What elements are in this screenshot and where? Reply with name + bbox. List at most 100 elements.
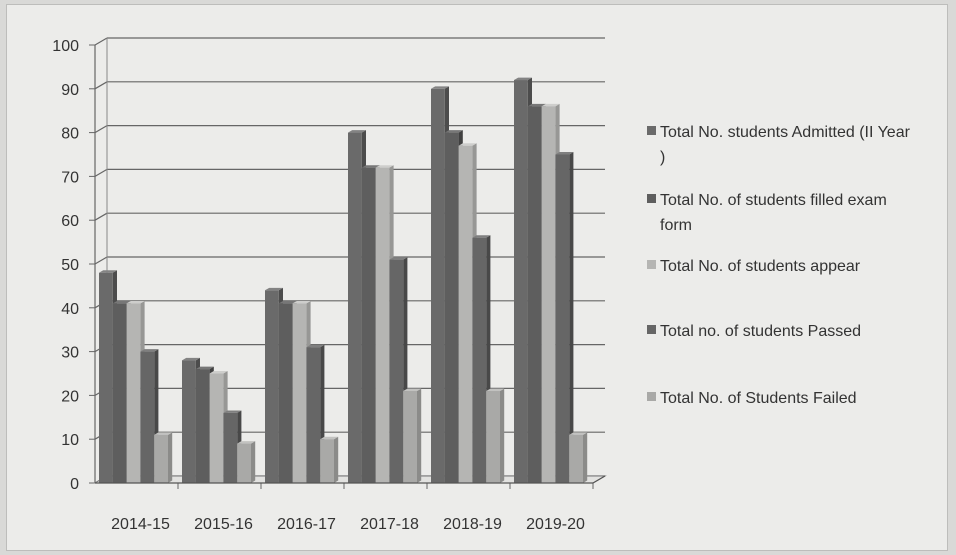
- bar-top: [569, 432, 588, 435]
- bar: [223, 412, 238, 483]
- bar-top: [486, 388, 505, 392]
- bar-top: [223, 410, 242, 413]
- bar-top: [541, 103, 560, 107]
- bar-top: [472, 235, 491, 238]
- gridline-depth: [94, 37, 108, 46]
- gridline-depth: [94, 212, 108, 221]
- y-tick-label: 80: [61, 126, 79, 143]
- bar: [292, 303, 307, 483]
- legend-swatch: [647, 260, 656, 269]
- gridline-depth: [94, 125, 108, 134]
- bar-top: [278, 300, 297, 304]
- bar: [458, 145, 473, 484]
- bar-top: [375, 165, 394, 168]
- bar: [527, 106, 542, 483]
- bar: [375, 167, 390, 483]
- bar: [472, 237, 487, 483]
- bar-top: [403, 388, 422, 392]
- bar-top: [265, 287, 283, 291]
- bar-top: [99, 270, 117, 273]
- bar: [348, 132, 362, 483]
- chart-frame: 0 10 20 30 40 50 60 70 80 90 100 2014-15 2015-16 2016…: [6, 4, 948, 551]
- y-tick-label: 70: [61, 169, 79, 186]
- bar-top: [348, 130, 366, 133]
- legend-label: Total No. of Students Failed: [660, 390, 857, 407]
- bar: [209, 373, 224, 483]
- bar: [182, 360, 196, 483]
- bar: [555, 154, 570, 483]
- y-tick-label: 40: [61, 301, 79, 318]
- bar: [486, 391, 500, 483]
- bar-side: [251, 441, 256, 483]
- bar-top: [140, 349, 159, 352]
- y-tick-label: 50: [61, 257, 79, 274]
- legend-swatch: [647, 325, 656, 334]
- y-tick-label: 10: [61, 432, 79, 449]
- bar-side: [583, 432, 588, 483]
- bar: [320, 439, 334, 483]
- bar-side: [334, 436, 339, 483]
- bar: [569, 434, 583, 483]
- bar: [99, 272, 113, 483]
- bar-top: [361, 165, 380, 168]
- bar: [237, 443, 251, 483]
- bar: [514, 80, 528, 483]
- y-tick-label: 90: [61, 82, 79, 99]
- x-tick-label: 2017-18: [360, 516, 419, 533]
- y-tick-label: 20: [61, 388, 79, 405]
- bar-top: [458, 143, 477, 146]
- bar: [541, 106, 556, 483]
- bar: [389, 259, 404, 483]
- bar: [195, 369, 210, 483]
- bar: [361, 167, 376, 483]
- gridline-depth: [94, 168, 108, 177]
- bar: [403, 391, 417, 483]
- bar-top: [431, 86, 449, 89]
- x-axis-depth: [592, 475, 606, 484]
- bar-top: [389, 257, 408, 260]
- bar-side: [417, 388, 422, 483]
- bar: [154, 434, 168, 483]
- bar-top: [195, 366, 214, 370]
- bar: [278, 303, 293, 483]
- legend-swatch: [647, 126, 656, 135]
- legend-label: Total No. of students appear: [660, 258, 861, 275]
- bar-top: [527, 103, 546, 107]
- x-tick-label: 2019-20: [526, 516, 585, 533]
- bar: [306, 347, 321, 483]
- x-tick-label: 2018-19: [443, 516, 502, 533]
- legend-label: Total no. of students Passed: [660, 323, 861, 340]
- bar-side: [500, 388, 505, 483]
- bar-top: [237, 441, 256, 444]
- bar-top: [126, 300, 145, 304]
- bar: [140, 351, 155, 483]
- bar-top: [514, 77, 532, 81]
- bar-top: [112, 300, 131, 304]
- bar-top: [320, 436, 339, 440]
- legend-label: Total No. of students filled exam form: [660, 192, 887, 234]
- bar: [265, 290, 279, 483]
- legend-label: Total No. students Admitted (II Year): [660, 124, 911, 166]
- bar-top: [154, 432, 173, 435]
- bar-side: [168, 432, 173, 483]
- bar-top: [555, 152, 574, 155]
- gridline-depth: [94, 256, 108, 265]
- bar-side: [569, 152, 574, 484]
- bar: [431, 88, 445, 484]
- gridline-depth: [94, 81, 108, 90]
- bar: [126, 303, 141, 483]
- bar-top: [444, 130, 463, 133]
- legend-swatch: [647, 392, 656, 401]
- bar-chart: 0 10 20 30 40 50 60 70 80 90 100 2014-15 2015-16 2016…: [52, 37, 911, 533]
- bar: [444, 132, 459, 483]
- y-tick-label: 100: [52, 38, 79, 55]
- bar-top: [182, 357, 200, 361]
- y-tick-label: 60: [61, 213, 79, 230]
- bar-top: [209, 371, 228, 374]
- legend-swatch: [647, 194, 656, 203]
- y-tick-label: 0: [70, 476, 79, 493]
- bar-top: [292, 300, 311, 304]
- x-tick-label: 2015-16: [194, 516, 253, 533]
- x-tick-label: 2014-15: [111, 516, 170, 533]
- bar-top: [306, 344, 325, 348]
